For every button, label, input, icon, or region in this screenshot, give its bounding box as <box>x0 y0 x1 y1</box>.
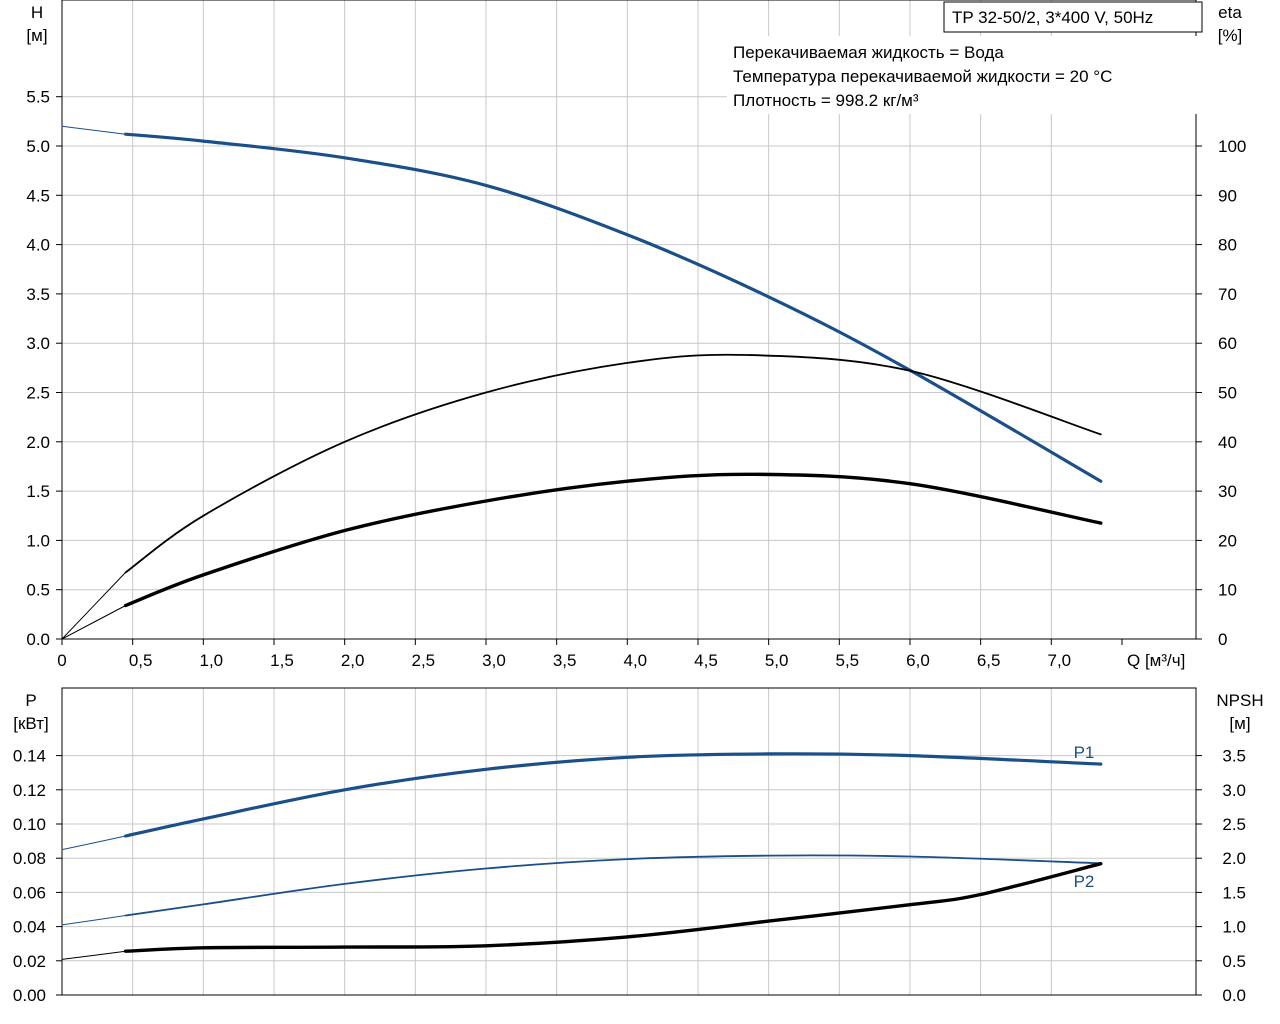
bottom-right-axis-unit: [м] <box>1229 714 1250 733</box>
top-right-tick-label: 70 <box>1218 285 1237 304</box>
top-left-axis-unit: [м] <box>26 26 47 45</box>
series-label-p2: P2 <box>1074 872 1095 891</box>
chart-curves <box>61 125 1103 960</box>
top-right-axis-unit: [%] <box>1218 26 1243 45</box>
top-left-tick-label: 0.0 <box>26 630 50 649</box>
bottom-right-tick-label: 0.0 <box>1222 986 1246 1005</box>
curve-p1 <box>124 752 1103 838</box>
top-left-tick-label: 3.0 <box>26 334 50 353</box>
top-left-tick-label: 2.5 <box>26 384 50 403</box>
bottom-right-axis-title: NPSH <box>1216 691 1263 710</box>
top-right-tick-label: 0 <box>1218 630 1227 649</box>
top-right-tick-label: 30 <box>1218 482 1237 501</box>
bottom-left-tick-label: 0.10 <box>13 815 46 834</box>
bottom-right-tick-label: 0.5 <box>1222 952 1246 971</box>
bottom-right-tick-label: 2.0 <box>1222 849 1246 868</box>
bottom-left-tick-label: 0.14 <box>13 747 46 766</box>
bottom-left-tick-label: 0.04 <box>13 918 46 937</box>
title-box <box>943 1 1203 33</box>
bottom-left-tick-label: 0.12 <box>13 781 46 800</box>
top-right-tick-label: 20 <box>1218 531 1237 550</box>
curve-npsh <box>123 862 1103 953</box>
top-right-tick-label: 80 <box>1218 236 1237 255</box>
top-right-tick-label: 90 <box>1218 186 1237 205</box>
top-left-tick-label: 0.5 <box>26 581 50 600</box>
bottom-left-axis-unit: [кВт] <box>13 714 48 733</box>
curve-extension-p2 <box>61 915 127 926</box>
title-text: TP 32-50/2, 3*400 V, 50Hz <box>952 8 1153 27</box>
bottom-left-axis-title: P <box>25 691 36 710</box>
top-x-tick-label: 2,5 <box>412 651 436 670</box>
curve-extension-npsh <box>61 950 127 960</box>
top-x-tick-label: 0,5 <box>129 651 153 670</box>
curve-extension-eta-thin <box>61 571 127 640</box>
info-line-temperature: Температура перекачиваемой жидкости = 20… <box>733 67 1112 86</box>
top-x-tick-label: 6,0 <box>906 651 930 670</box>
top-left-tick-label: 4.5 <box>26 186 50 205</box>
top-left-axis-title: H <box>31 3 43 22</box>
top-x-tick-label: 6,5 <box>977 651 1001 670</box>
top-x-tick-label: 2,0 <box>341 651 365 670</box>
curve-extension-eta-thick <box>61 605 127 640</box>
bottom-right-tick-label: 3.0 <box>1222 781 1246 800</box>
top-left-tick-label: 4.0 <box>26 236 50 255</box>
top-left-tick-label: 1.0 <box>26 531 50 550</box>
bottom-right-tick-label: 1.0 <box>1222 918 1246 937</box>
curve-extension-h <box>61 125 127 135</box>
bottom-left-tick-label: 0.06 <box>13 883 46 902</box>
top-right-tick-label: 40 <box>1218 433 1237 452</box>
top-left-tick-label: 5.5 <box>26 88 50 107</box>
top-x-tick-label: 4,5 <box>694 651 718 670</box>
curve-h <box>124 132 1103 483</box>
top-x-tick-label: 3,5 <box>553 651 577 670</box>
top-x-tick-label: 0 <box>57 651 66 670</box>
top-left-tick-label: 2.0 <box>26 433 50 452</box>
top-x-tick-label: 5,0 <box>765 651 789 670</box>
bottom-panel-grid <box>56 687 1202 996</box>
top-right-tick-label: 60 <box>1218 334 1237 353</box>
top-x-tick-label: 3,0 <box>482 651 506 670</box>
curve-p2 <box>124 854 1102 917</box>
top-left-tick-label: 5.0 <box>26 137 50 156</box>
bottom-frame <box>61 687 1197 996</box>
axis-labels: 0.0 0.5 1.0 1.5 2.0 2.5 3.0 3.5 4.0 4.5 5.0 5.5 0 10 2… <box>13 3 1264 1005</box>
top-x-tick-label: 4,0 <box>623 651 647 670</box>
bottom-left-tick-label: 0.02 <box>13 952 46 971</box>
info-line-density: Плотность = 998.2 кг/м³ <box>733 91 919 110</box>
bottom-right-tick-label: 2.5 <box>1222 815 1246 834</box>
top-right-tick-label: 10 <box>1218 581 1237 600</box>
curve-eta-thick <box>123 472 1103 608</box>
top-x-tick-label: 1,5 <box>270 651 294 670</box>
top-right-tick-label: 50 <box>1218 384 1237 403</box>
top-right-axis-title: eta <box>1218 3 1242 22</box>
top-x-tick-label: 5,5 <box>835 651 859 670</box>
curve-extension-p1 <box>61 835 127 851</box>
bottom-left-tick-label: 0.00 <box>13 986 46 1005</box>
top-x-tick-label: 1,0 <box>200 651 224 670</box>
curve-eta-thin <box>124 353 1102 574</box>
series-label-p1: P1 <box>1074 743 1095 762</box>
bottom-right-tick-label: 1.5 <box>1222 883 1246 902</box>
top-x-tick-label: 7,0 <box>1047 651 1071 670</box>
info-line-fluid: Перекачиваемая жидкость = Вода <box>733 43 1004 62</box>
bottom-left-tick-label: 0.08 <box>13 849 46 868</box>
top-right-tick-label: 100 <box>1218 137 1246 156</box>
top-left-tick-label: 1.5 <box>26 482 50 501</box>
info-block-bg <box>727 36 1197 114</box>
top-x-axis-label: Q [м³/ч] <box>1127 651 1185 670</box>
bottom-right-tick-label: 3.5 <box>1222 747 1246 766</box>
top-left-tick-label: 3.5 <box>26 285 50 304</box>
